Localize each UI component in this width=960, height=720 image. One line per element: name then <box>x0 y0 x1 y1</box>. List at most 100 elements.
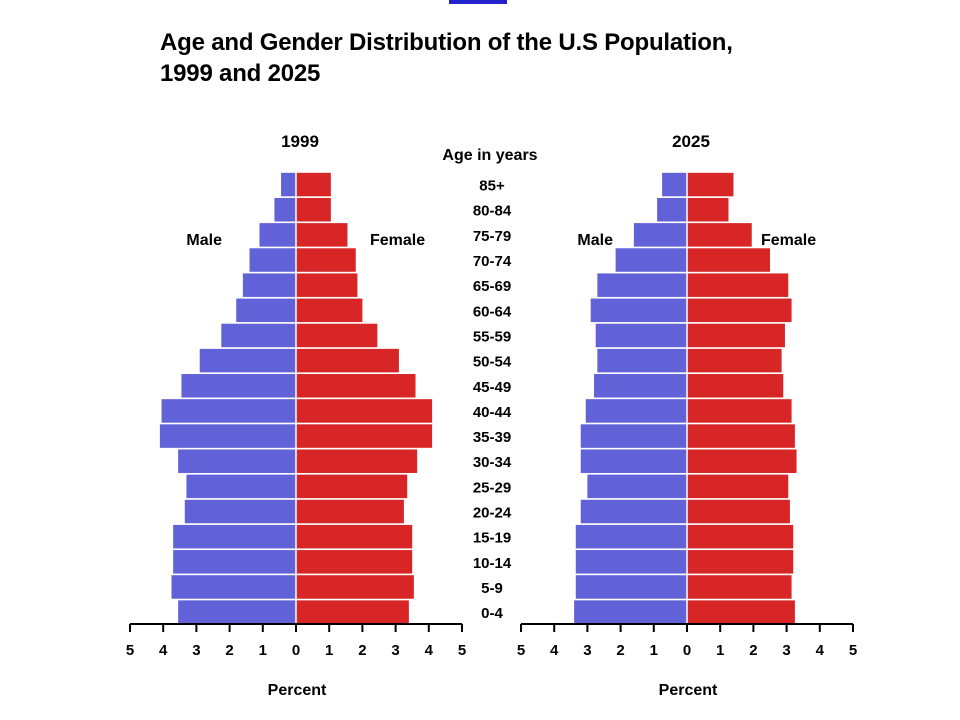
age-label-45-49: 45-49 <box>473 379 511 396</box>
bar-male-2025-65-69 <box>597 273 687 297</box>
x-tick-label-1999-2: 3 <box>192 642 200 659</box>
bar-male-2025-25-29 <box>587 474 687 499</box>
bar-female-2025-60-64 <box>687 298 792 323</box>
x-tick-label-2025-6: 1 <box>716 642 724 659</box>
bar-female-1999-25-29 <box>296 474 408 499</box>
age-label-65-69: 65-69 <box>473 278 511 295</box>
bar-female-2025-25-29 <box>687 474 789 499</box>
bar-female-1999-40-44 <box>296 399 433 423</box>
bar-female-2025-70-74 <box>687 248 770 272</box>
bar-female-1999-5-9 <box>296 575 414 599</box>
bar-female-1999-85+ <box>296 172 331 197</box>
bar-female-2025-30-34 <box>687 449 797 473</box>
bar-male-1999-10-14 <box>173 550 296 574</box>
x-tick-label-2025-10: 5 <box>849 642 857 659</box>
age-label-60-64: 60-64 <box>473 303 512 320</box>
x-tick-label-2025-9: 4 <box>816 642 825 659</box>
bar-female-2025-10-14 <box>687 550 794 574</box>
bar-male-1999-65-69 <box>242 273 296 297</box>
bar-male-2025-55-59 <box>595 323 687 348</box>
panel-year-2025: 2025 <box>672 132 710 151</box>
x-tick-label-2025-8: 3 <box>782 642 790 659</box>
bar-male-2025-30-34 <box>580 449 687 473</box>
bar-female-1999-35-39 <box>296 424 433 448</box>
bar-male-2025-0-4 <box>574 600 687 624</box>
age-label-80-84: 80-84 <box>473 203 512 220</box>
x-tick-label-1999-4: 1 <box>259 642 267 659</box>
bar-female-1999-45-49 <box>296 374 416 398</box>
panel-year-1999: 1999 <box>281 132 319 151</box>
bar-male-2025-60-64 <box>590 298 687 323</box>
series-label-male-2025: Male <box>577 232 613 249</box>
bar-female-1999-65-69 <box>296 273 358 297</box>
bar-female-1999-60-64 <box>296 298 363 323</box>
bar-male-1999-35-39 <box>159 424 296 448</box>
x-tick-label-2025-3: 2 <box>616 642 624 659</box>
x-tick-label-2025-2: 3 <box>583 642 591 659</box>
bar-male-2025-75-79 <box>633 223 687 247</box>
bar-male-1999-70-74 <box>249 248 296 272</box>
bar-male-2025-5-9 <box>575 575 687 599</box>
bar-male-2025-20-24 <box>580 499 687 524</box>
bar-male-1999-5-9 <box>171 575 296 599</box>
age-label-10-14: 10-14 <box>473 555 512 572</box>
bar-female-2025-85+ <box>687 172 734 197</box>
bar-female-2025-35-39 <box>687 424 795 448</box>
bar-female-1999-10-14 <box>296 550 413 574</box>
bar-female-2025-40-44 <box>687 399 792 423</box>
series-label-male-1999: Male <box>186 232 222 249</box>
age-label-55-59: 55-59 <box>473 328 511 345</box>
series-label-female-2025: Female <box>761 232 816 249</box>
x-axis-title-2025: Percent <box>659 682 718 699</box>
age-label-20-24: 20-24 <box>473 505 512 522</box>
bar-female-2025-15-19 <box>687 524 794 549</box>
bar-male-1999-55-59 <box>221 323 296 348</box>
bar-female-2025-5-9 <box>687 575 792 599</box>
bar-female-2025-45-49 <box>687 374 784 398</box>
bar-female-2025-20-24 <box>687 499 790 524</box>
bar-female-1999-75-79 <box>296 223 348 247</box>
bar-male-2025-50-54 <box>597 348 687 373</box>
age-label-50-54: 50-54 <box>473 354 512 371</box>
bar-female-1999-0-4 <box>296 600 409 624</box>
bar-male-1999-75-79 <box>259 223 296 247</box>
age-label-75-79: 75-79 <box>473 228 511 245</box>
bar-female-1999-80-84 <box>296 197 331 222</box>
age-label-85+: 85+ <box>479 178 505 195</box>
bar-female-2025-50-54 <box>687 348 782 373</box>
series-label-female-1999: Female <box>370 232 425 249</box>
x-tick-label-1999-3: 2 <box>225 642 233 659</box>
bar-female-2025-65-69 <box>687 273 789 297</box>
bar-female-1999-55-59 <box>296 323 378 348</box>
x-tick-label-1999-7: 2 <box>358 642 366 659</box>
chart-title: Age and Gender Distribution of the U.S P… <box>160 27 733 89</box>
age-label-30-34: 30-34 <box>473 454 512 471</box>
bar-male-2025-10-14 <box>575 550 687 574</box>
bar-female-1999-30-34 <box>296 449 418 473</box>
bar-male-2025-40-44 <box>585 399 687 423</box>
bar-female-1999-20-24 <box>296 499 404 524</box>
x-tick-label-2025-5: 0 <box>683 642 691 659</box>
bar-male-2025-70-74 <box>615 248 687 272</box>
bar-female-2025-0-4 <box>687 600 795 624</box>
bar-female-1999-50-54 <box>296 348 399 373</box>
age-axis-label: Age in years <box>442 147 537 164</box>
bar-male-1999-80-84 <box>274 197 296 222</box>
bar-male-1999-45-49 <box>181 374 296 398</box>
bar-male-2025-85+ <box>662 172 687 197</box>
bar-male-2025-45-49 <box>594 374 687 398</box>
bar-male-2025-80-84 <box>657 197 687 222</box>
bar-male-1999-20-24 <box>184 499 296 524</box>
x-tick-label-1999-5: 0 <box>292 642 300 659</box>
top-accent-bar <box>449 0 507 4</box>
bar-male-1999-25-29 <box>186 474 296 499</box>
age-label-5-9: 5-9 <box>481 580 503 597</box>
age-label-70-74: 70-74 <box>473 253 512 270</box>
bar-male-1999-85+ <box>281 172 296 197</box>
bar-male-1999-0-4 <box>178 600 296 624</box>
bar-male-2025-15-19 <box>575 524 687 549</box>
bar-female-2025-75-79 <box>687 223 752 247</box>
bar-male-1999-40-44 <box>161 399 296 423</box>
bar-male-1999-15-19 <box>173 524 296 549</box>
